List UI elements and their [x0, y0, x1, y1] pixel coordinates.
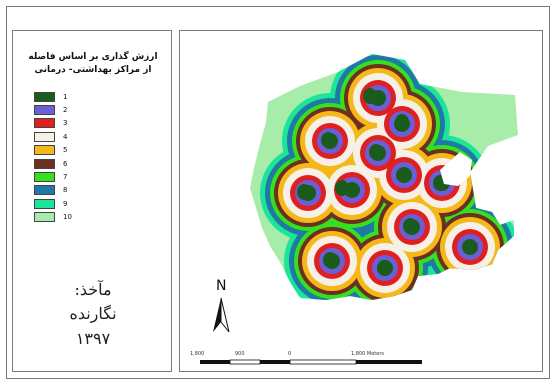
map-layout-frame — [6, 6, 550, 379]
legend-item: 9 — [34, 197, 72, 210]
legend-swatch — [34, 185, 55, 196]
legend-item: 5 — [34, 144, 72, 157]
legend-swatch — [34, 91, 55, 102]
legend-title: ارزش گذاری بر اساس فاصله از مراکز بهداشت… — [19, 51, 167, 77]
health-center-area — [369, 144, 383, 160]
legend-item: 10 — [34, 211, 72, 224]
legend-title-line1: ارزش گذاری بر اساس فاصله — [28, 52, 158, 62]
legend-label: 5 — [63, 146, 68, 155]
health-center-area — [323, 252, 337, 268]
scale-label-4: 1,800 Meters — [351, 351, 384, 357]
health-center-area — [395, 114, 409, 130]
legend-list: 1 2 3 4 5 6 7 8 9 10 — [34, 90, 72, 224]
legend-swatch — [34, 212, 55, 223]
health-center-area — [335, 180, 349, 196]
legend-label: 4 — [63, 132, 68, 141]
north-arrow-icon: N — [206, 278, 236, 338]
legend-label: 10 — [63, 213, 72, 222]
legend-label: 1 — [63, 92, 68, 101]
scale-label-1: 1,800 — [190, 351, 205, 357]
source-label: مآخذ: — [74, 280, 112, 299]
health-center-area — [363, 88, 377, 104]
health-center-area — [403, 218, 417, 234]
scale-label-3: 0 — [288, 351, 292, 357]
legend-label: 3 — [63, 119, 68, 128]
legend-label: 6 — [63, 159, 68, 168]
source-year: ۱۳۹۷ — [75, 329, 111, 348]
legend-swatch — [34, 198, 55, 209]
legend-item: 6 — [34, 157, 72, 170]
legend-label: 7 — [63, 173, 68, 182]
north-label: N — [216, 278, 227, 294]
legend-label: 2 — [63, 106, 68, 115]
health-center-area — [377, 260, 391, 276]
legend-item: 2 — [34, 103, 72, 116]
legend-swatch — [34, 131, 55, 142]
legend-title-line2: از مراکز بهداشتی- درمانی — [34, 65, 152, 75]
legend-label: 9 — [63, 199, 68, 208]
legend-swatch — [34, 118, 55, 129]
health-center-area — [297, 184, 311, 200]
legend-panel: ارزش گذاری بر اساس فاصله از مراکز بهداشت… — [12, 30, 172, 372]
legend-swatch — [34, 158, 55, 169]
scale-bar: 1,800 900 0 1,800 Meters — [186, 348, 486, 371]
legend-label: 8 — [63, 186, 68, 195]
scale-label-2: 900 — [235, 351, 245, 357]
legend-item: 4 — [34, 130, 72, 143]
legend-swatch — [34, 172, 55, 183]
legend-item: 3 — [34, 117, 72, 130]
legend-item: 1 — [34, 90, 72, 103]
legend-swatch — [34, 105, 55, 116]
legend-item: 8 — [34, 184, 72, 197]
source-author: نگارنده — [69, 304, 117, 323]
legend-swatch — [34, 145, 55, 156]
health-center-area — [321, 132, 335, 148]
legend-item: 7 — [34, 170, 72, 183]
